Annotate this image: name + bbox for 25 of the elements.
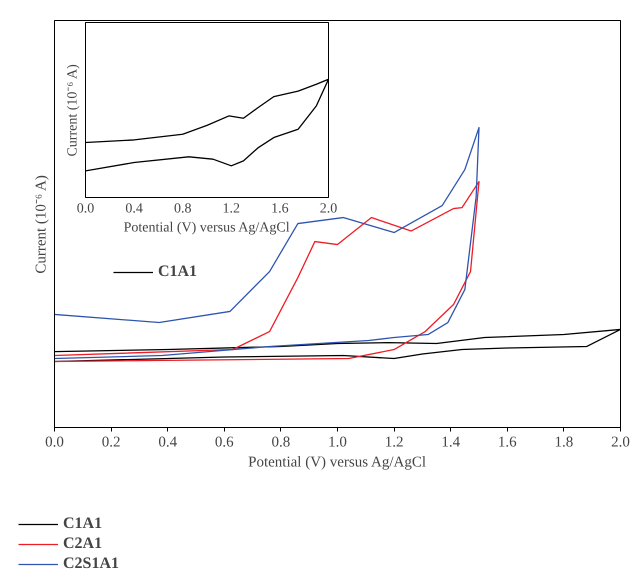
legend-label: C1A1 [158, 263, 198, 281]
x-tick-label: 2.0 [611, 434, 630, 450]
x-tick-label: 0.4 [125, 202, 143, 216]
legend-label: C1A1 [63, 515, 102, 533]
x-tick-label: 1.6 [498, 434, 518, 450]
y-axis-title: Current (10⁻⁶ A) [66, 64, 80, 157]
y-axis-title: Current (10⁻⁶ A) [34, 175, 50, 274]
x-tick-label: 0.4 [158, 434, 178, 450]
x-tick-label: 1.6 [271, 202, 289, 216]
x-tick-label: 0.0 [45, 434, 64, 450]
legend-label: C2S1A1 [63, 555, 120, 573]
x-tick-label: 1.2 [222, 202, 240, 216]
legend-label: C2A1 [63, 535, 102, 553]
x-tick-label: 1.8 [554, 434, 574, 450]
x-tick-label: 1.2 [384, 434, 404, 450]
x-axis-title: Potential (V) versus Ag/AgCl [248, 454, 426, 470]
x-tick-label: 1.0 [328, 434, 347, 450]
x-tick-label: 0.6 [214, 434, 234, 450]
x-tick-label: 0.0 [76, 202, 94, 216]
x-tick-label: 0.8 [272, 434, 290, 450]
x-tick-label: 0.8 [174, 202, 192, 216]
x-axis-title: Potential (V) versus Ag/AgCl [124, 220, 290, 236]
x-tick-label: 1.4 [441, 434, 461, 450]
x-tick-label: 2.0 [320, 202, 338, 216]
x-tick-label: 0.2 [102, 434, 120, 450]
